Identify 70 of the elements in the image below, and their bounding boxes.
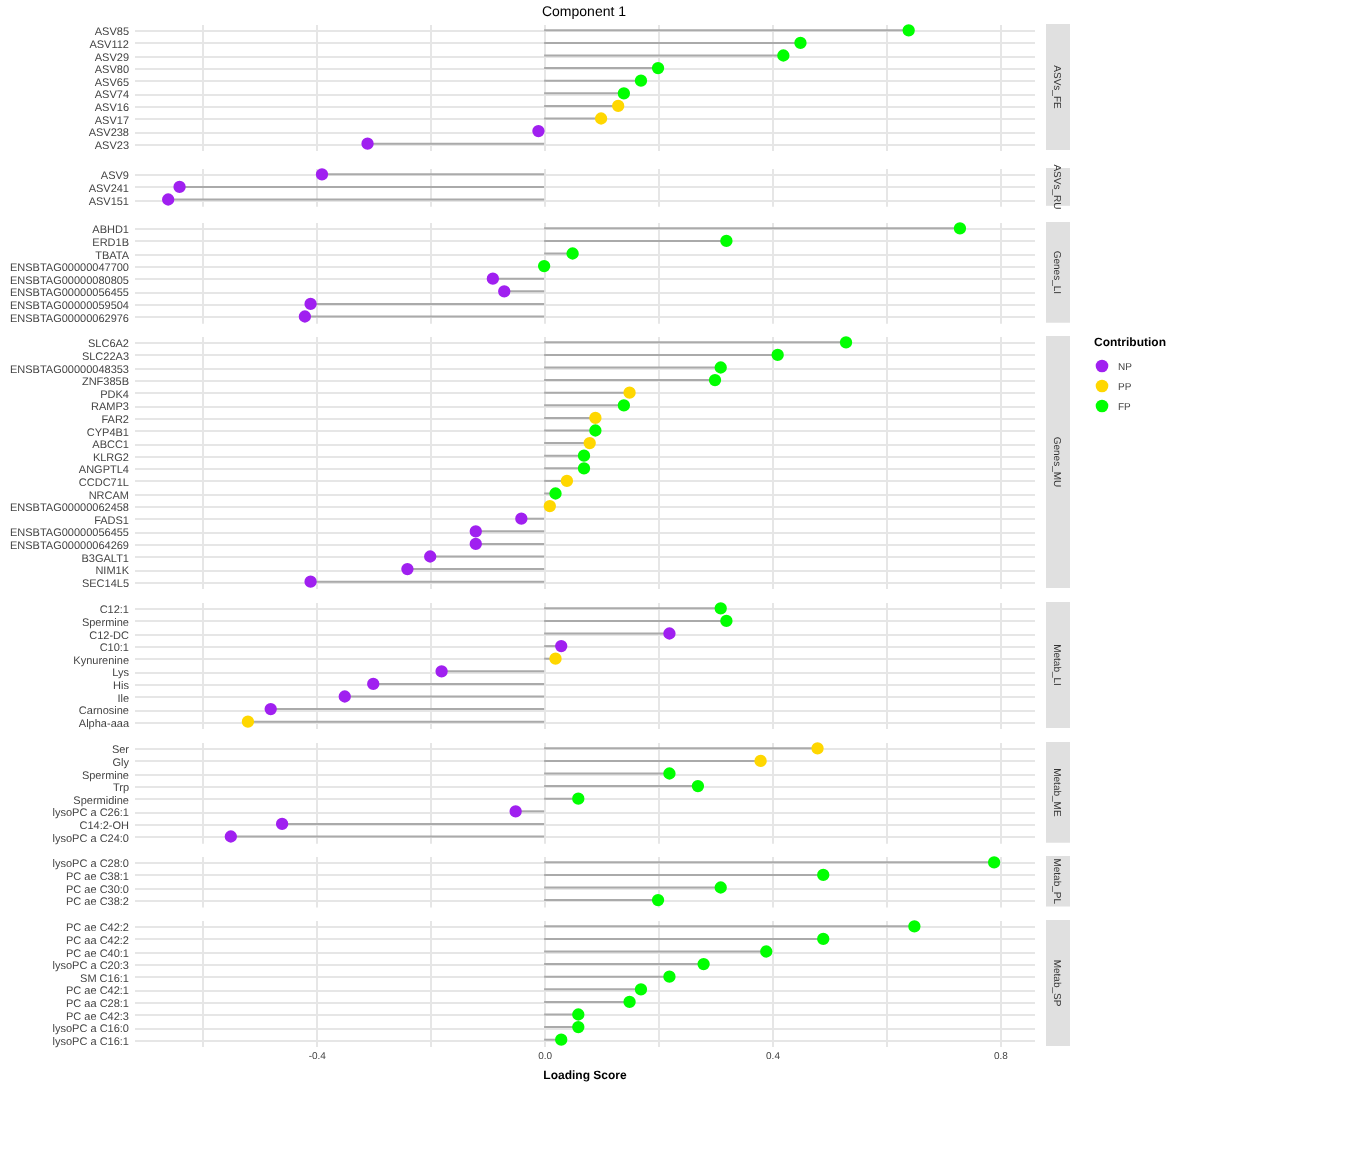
point xyxy=(771,348,784,362)
point xyxy=(617,87,631,100)
point xyxy=(697,957,710,971)
point xyxy=(549,652,562,665)
point xyxy=(241,715,255,728)
point xyxy=(617,399,631,412)
point xyxy=(794,36,807,50)
point xyxy=(469,537,482,551)
point xyxy=(651,893,665,907)
point xyxy=(811,742,824,755)
point xyxy=(304,297,317,311)
point xyxy=(572,792,585,805)
point xyxy=(902,24,915,37)
point xyxy=(777,49,790,62)
point xyxy=(754,754,767,768)
point xyxy=(572,1020,585,1034)
point xyxy=(589,411,602,425)
point xyxy=(338,690,351,703)
point xyxy=(583,436,596,450)
point xyxy=(623,386,636,399)
point xyxy=(401,562,414,576)
point xyxy=(424,550,437,563)
point xyxy=(651,61,665,75)
point xyxy=(908,920,921,933)
point xyxy=(566,247,579,260)
point xyxy=(589,424,602,437)
point xyxy=(663,627,676,640)
point xyxy=(714,602,727,615)
point xyxy=(264,702,277,716)
point xyxy=(663,970,676,983)
point xyxy=(708,373,722,387)
point xyxy=(469,525,482,538)
point xyxy=(304,575,317,588)
point xyxy=(720,614,733,628)
point xyxy=(720,234,733,248)
point xyxy=(623,995,636,1009)
point xyxy=(537,259,551,273)
point xyxy=(509,805,522,818)
point xyxy=(549,487,562,500)
point xyxy=(367,677,380,691)
point xyxy=(532,124,545,138)
point xyxy=(714,361,727,374)
point xyxy=(634,74,648,87)
point xyxy=(817,932,830,946)
point xyxy=(760,945,773,958)
point xyxy=(298,310,312,323)
point xyxy=(612,99,625,113)
point xyxy=(498,285,511,298)
point xyxy=(555,1033,568,1046)
point xyxy=(577,449,591,462)
point xyxy=(839,336,853,349)
point xyxy=(691,779,705,793)
point xyxy=(515,512,528,525)
point xyxy=(361,137,374,150)
point xyxy=(634,983,648,996)
point xyxy=(224,830,237,843)
point xyxy=(560,474,574,488)
point xyxy=(435,665,448,678)
point xyxy=(594,112,608,125)
point xyxy=(987,856,1001,869)
point xyxy=(817,868,830,882)
point xyxy=(663,767,676,780)
point xyxy=(275,817,289,831)
point xyxy=(577,462,591,475)
point xyxy=(555,639,568,653)
point xyxy=(486,272,500,285)
point xyxy=(953,222,967,235)
point xyxy=(572,1008,585,1021)
point xyxy=(543,499,556,513)
point xyxy=(714,881,727,894)
